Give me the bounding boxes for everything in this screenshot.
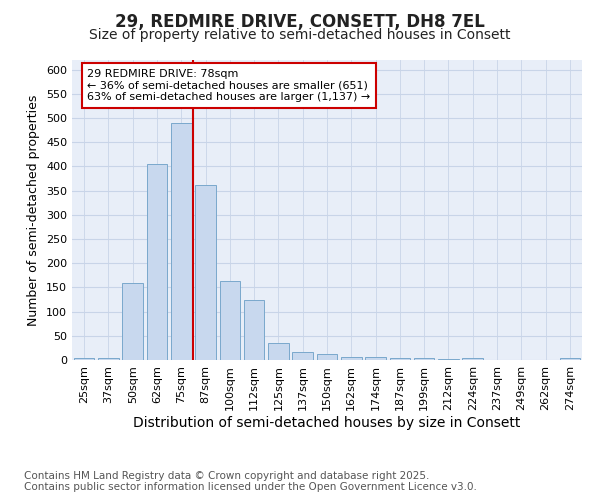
- Text: Size of property relative to semi-detached houses in Consett: Size of property relative to semi-detach…: [89, 28, 511, 42]
- Bar: [292, 352, 313, 360]
- Bar: [74, 358, 94, 360]
- Text: 29, REDMIRE DRIVE, CONSETT, DH8 7EL: 29, REDMIRE DRIVE, CONSETT, DH8 7EL: [115, 12, 485, 30]
- Bar: [341, 356, 362, 360]
- Bar: [122, 282, 143, 360]
- Text: Contains HM Land Registry data © Crown copyright and database right 2025.
Contai: Contains HM Land Registry data © Crown c…: [24, 471, 477, 492]
- Bar: [195, 185, 216, 360]
- Bar: [98, 358, 119, 360]
- Bar: [438, 359, 459, 360]
- Y-axis label: Number of semi-detached properties: Number of semi-detached properties: [28, 94, 40, 326]
- Bar: [365, 357, 386, 360]
- Bar: [171, 123, 191, 360]
- Bar: [268, 342, 289, 360]
- Bar: [463, 358, 483, 360]
- Bar: [389, 358, 410, 360]
- X-axis label: Distribution of semi-detached houses by size in Consett: Distribution of semi-detached houses by …: [133, 416, 521, 430]
- Bar: [220, 281, 240, 360]
- Bar: [146, 164, 167, 360]
- Bar: [560, 358, 580, 360]
- Bar: [414, 358, 434, 360]
- Bar: [244, 300, 265, 360]
- Bar: [317, 354, 337, 360]
- Text: 29 REDMIRE DRIVE: 78sqm
← 36% of semi-detached houses are smaller (651)
63% of s: 29 REDMIRE DRIVE: 78sqm ← 36% of semi-de…: [88, 69, 371, 102]
